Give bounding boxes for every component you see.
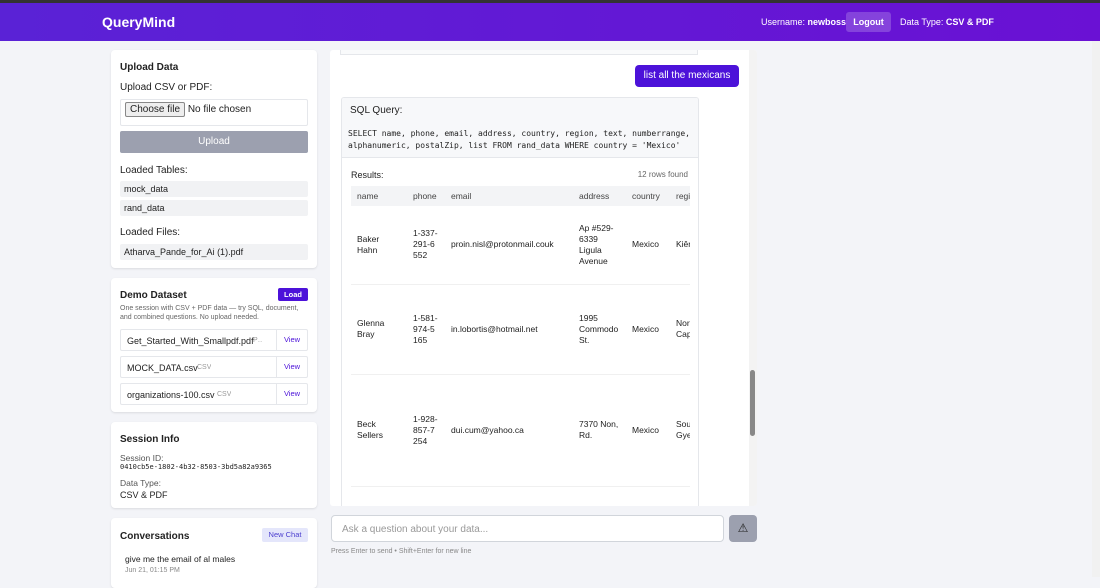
- user-message: list all the mexicans: [635, 65, 739, 87]
- send-button[interactable]: ⚠: [729, 515, 757, 542]
- question-input[interactable]: Ask a question about your data...: [331, 515, 724, 542]
- file-name: Get_Started_With_Smallpdf.pdf: [127, 336, 254, 346]
- demo-card: Demo Dataset Load One session with CSV +…: [111, 278, 317, 412]
- cell: Mexico: [632, 424, 659, 435]
- data-type: Data Type: CSV & PDF: [900, 17, 994, 27]
- label: Data Type:: [900, 17, 944, 27]
- column-header: region: [676, 191, 690, 201]
- result-row: Glenna Bray 1-581-974-5165 in.lobortis@hot…: [351, 284, 690, 374]
- cell: Ap #529-6339 Ligula Avenue: [579, 222, 614, 266]
- column-header: country: [632, 191, 660, 201]
- cell: Northern Cape: [676, 318, 690, 339]
- cell: Mexico: [632, 239, 659, 250]
- logout-button[interactable]: Logout: [846, 12, 891, 32]
- conversation-text[interactable]: give me the email of al males: [125, 554, 236, 564]
- tables-label: Loaded Tables:: [120, 165, 188, 176]
- sql: SELECT name, phone, email, address, coun…: [348, 129, 695, 150]
- table-item: mock_data: [120, 181, 308, 197]
- cell: in.lobortis@hotmail.net: [451, 323, 538, 334]
- conversation-time: Jun 21, 01:15 PM: [125, 567, 180, 574]
- response: SQL Query: SELECT name, phone, email, ad…: [341, 97, 699, 506]
- cell: Glenna Bray: [357, 318, 385, 339]
- rows-found: 12 rows found: [637, 170, 688, 179]
- view-button[interactable]: View: [276, 330, 307, 350]
- column-header: name: [357, 191, 379, 201]
- type-label: Data Type:: [120, 478, 161, 488]
- view-button[interactable]: View: [276, 357, 307, 377]
- result-row: Beck Sellers 1-928-857-7254 dui.cum@yahoo.…: [351, 374, 690, 486]
- load-button[interactable]: Load: [278, 288, 308, 301]
- file-kind: CSV: [217, 391, 232, 398]
- files-label: Loaded Files:: [120, 227, 181, 238]
- session-id: 0410cb5e-1802-4b32-8503-3bd5a82a9365: [120, 463, 272, 471]
- table-item: rand_data: [120, 200, 308, 216]
- cell: Mexico: [632, 323, 659, 334]
- file-input[interactable]: Choose file No file chosen: [120, 99, 308, 126]
- label: Upload CSV or PDF:: [120, 82, 213, 93]
- new-chat-button[interactable]: New Chat: [262, 528, 308, 542]
- file-item: Atharva_Pande_for_Ai (1).pdf: [120, 244, 308, 260]
- column-header: phone: [413, 191, 437, 201]
- scrollbar: [749, 50, 757, 506]
- upload-card: Upload Data Upload CSV or PDF: Choose fi…: [111, 50, 317, 268]
- file-kind: CSV: [197, 364, 212, 371]
- title: Upload Data: [120, 62, 179, 73]
- results-label: Results:: [351, 170, 384, 180]
- cell: 1-337-291-6552: [413, 228, 438, 261]
- value: newboss: [807, 17, 847, 27]
- label: Username:: [761, 17, 806, 27]
- chat-panel: list all the mexicans SQL Query: SELECT …: [330, 50, 757, 506]
- cell: Beck Sellers: [357, 419, 383, 440]
- cell: dui.cum@yahoo.ca: [451, 424, 524, 435]
- cell: 1995 Commodo St.: [579, 312, 619, 345]
- file-kind: PDF: [253, 337, 263, 344]
- session-card: Session Info Session ID: 0410cb5e-1802-4…: [111, 422, 317, 508]
- prev-message: [340, 50, 698, 55]
- sql-title: SQL Query:: [350, 105, 403, 116]
- cell: 7370 Non, Rd.: [579, 419, 619, 440]
- title: Session Info: [120, 434, 180, 445]
- choose-file[interactable]: Choose file: [125, 102, 186, 117]
- no-file: No file chosen: [187, 104, 252, 115]
- title: Demo Dataset: [120, 290, 187, 301]
- cell: South Gyeongsang: [676, 419, 690, 440]
- page-scrollbar: [1092, 41, 1100, 577]
- cell: proin.nisl@protonmail.couk: [451, 239, 554, 250]
- cell: Baker Hahn: [357, 233, 380, 255]
- conversations-card: Conversations New Chat give me the email…: [111, 518, 317, 588]
- results-table: name phone email address country region Baker …: [351, 186, 690, 487]
- file-name: organizations-100.csv: [127, 390, 215, 400]
- brand: QueryMind: [102, 14, 176, 30]
- result-row: Baker Hahn 1-337-291-6552 proin.nisl@proto…: [351, 206, 690, 284]
- cell: Kiên Giang: [676, 239, 690, 250]
- sql-box: SQL Query: SELECT name, phone, email, ad…: [342, 98, 698, 158]
- description: One session with CSV + PDF data — try SQ…: [120, 305, 299, 321]
- upload-button[interactable]: Upload: [120, 131, 308, 153]
- cell: 1-581-974-5165: [413, 312, 438, 345]
- column-header: address: [579, 191, 610, 201]
- demo-file: organizations-100.csv CSV View: [120, 383, 308, 405]
- demo-file: Get_Started_With_Smallpdf.pdfPDF View: [120, 329, 308, 351]
- username: Username: newboss: [761, 17, 846, 27]
- header-row: name phone email address country region: [351, 186, 690, 206]
- cell: 1-928-857-7254: [413, 413, 438, 446]
- results-table-wrap: name phone email address country region Baker …: [351, 186, 690, 506]
- demo-file: MOCK_DATA.csv CSV View: [120, 356, 308, 378]
- id-label: Session ID:: [120, 453, 164, 463]
- input-hint: Press Enter to send • Shift+Enter for ne…: [331, 548, 472, 555]
- type: CSV & PDF: [120, 490, 168, 500]
- header: QueryMind Username: newboss Logout Data …: [0, 0, 1100, 41]
- value: CSV & PDF: [945, 17, 994, 27]
- column-header: email: [451, 191, 472, 201]
- title: Conversations: [120, 531, 190, 542]
- view-button[interactable]: View: [276, 384, 307, 404]
- file-name: MOCK_DATA.csv: [127, 363, 198, 373]
